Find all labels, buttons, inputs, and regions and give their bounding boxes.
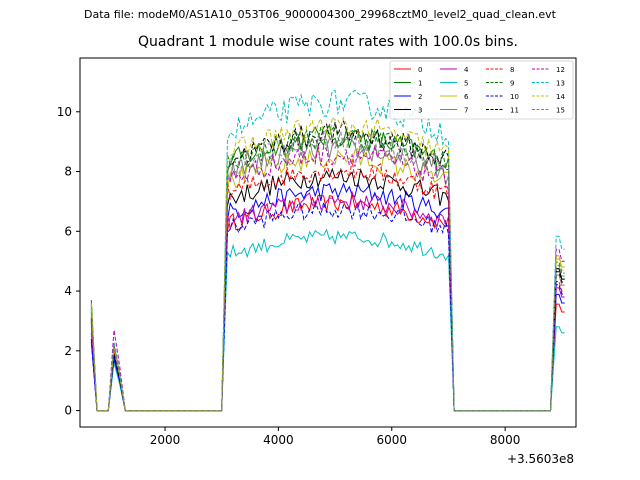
legend-label-2: 2 <box>418 93 422 101</box>
suptitle: Data file: modeM0/AS1A10_053T06_90000043… <box>84 8 556 21</box>
legend-label-5: 5 <box>464 80 468 88</box>
y-tick-label: 8 <box>64 165 72 179</box>
series-line-12 <box>90 144 565 412</box>
y-tick-label: 4 <box>64 284 72 298</box>
legend-label-15: 15 <box>556 107 565 115</box>
legend-label-0: 0 <box>418 66 422 74</box>
legend-label-13: 13 <box>556 80 565 88</box>
x-axis-offset-label: +3.5603e8 <box>506 452 574 466</box>
series-line-8 <box>90 160 565 412</box>
legend-label-11: 11 <box>510 107 519 115</box>
legend-label-7: 7 <box>464 107 468 115</box>
legend-label-9: 9 <box>510 80 514 88</box>
x-tick-label: 4000 <box>263 433 294 447</box>
legend-label-6: 6 <box>464 93 469 101</box>
chart-title: Quadrant 1 module wise count rates with … <box>138 34 518 50</box>
x-tick-label: 2000 <box>150 433 181 447</box>
series-line-6 <box>90 147 565 412</box>
series-line-11 <box>90 120 565 412</box>
legend-label-8: 8 <box>510 66 514 74</box>
plot-frame <box>79 57 577 428</box>
y-tick-label: 0 <box>64 404 72 418</box>
series-line-5 <box>90 228 565 412</box>
y-tick-label: 2 <box>64 344 72 358</box>
series-line-15 <box>90 130 565 412</box>
series-line-4 <box>90 190 565 412</box>
series-line-2 <box>90 182 565 412</box>
plot-lines <box>90 89 565 412</box>
x-tick-label: 8000 <box>490 433 521 447</box>
axis-ticks: 2000 4000 6000 8000 0 2 4 6 8 10 <box>57 105 521 447</box>
legend-box <box>389 60 574 120</box>
y-tick-label: 6 <box>64 224 72 238</box>
legend-label-4: 4 <box>464 66 469 74</box>
legend-label-14: 14 <box>556 93 565 101</box>
legend-label-1: 1 <box>418 80 422 88</box>
legend-label-10: 10 <box>510 93 519 101</box>
legend-label-12: 12 <box>556 66 565 74</box>
series-line-0 <box>90 194 565 412</box>
y-tick-label: 10 <box>57 105 72 119</box>
legend-label-3: 3 <box>418 107 422 115</box>
series-line-13 <box>90 89 565 412</box>
series-line-7 <box>90 137 565 412</box>
x-tick-label: 6000 <box>376 433 407 447</box>
series-line-14 <box>90 116 565 412</box>
